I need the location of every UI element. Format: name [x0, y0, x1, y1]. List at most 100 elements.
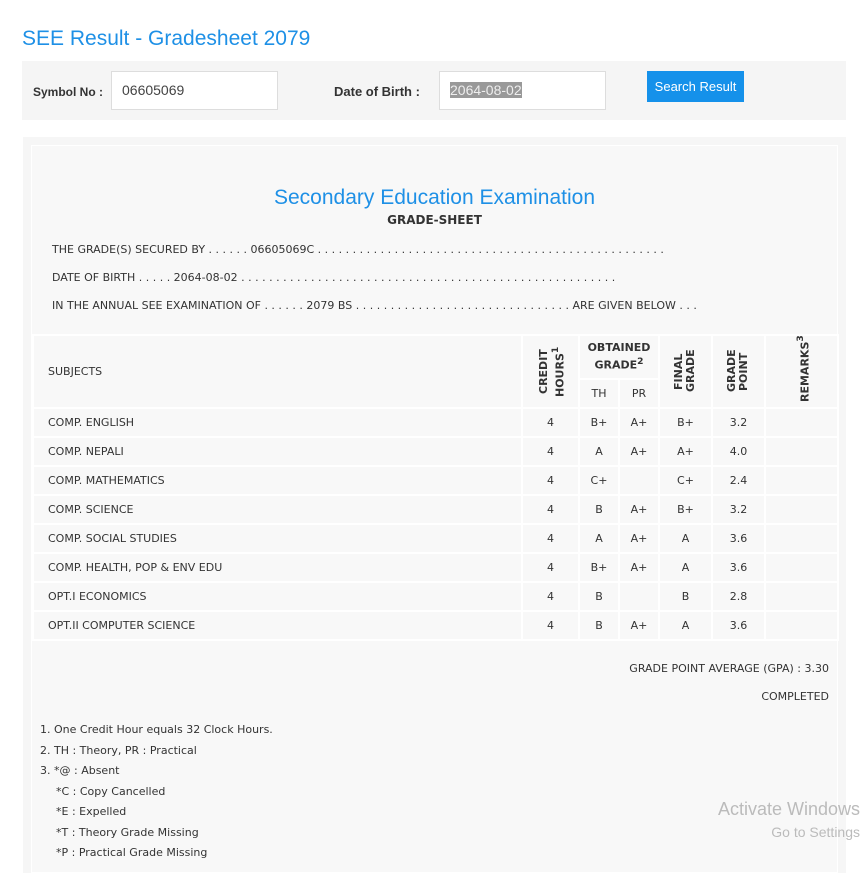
- cell-pr: A+: [618, 407, 660, 438]
- footnote: 2. TH : Theory, PR : Practical: [40, 743, 197, 757]
- header-credit: CREDIT HOURS1: [521, 334, 580, 409]
- activation-watermark-sub: Go to Settings: [771, 824, 860, 840]
- footnote: 1. One Credit Hour equals 32 Clock Hours…: [40, 723, 273, 736]
- cell-subject: OPT.II COMPUTER SCIENCE: [32, 610, 523, 641]
- dob-input[interactable]: 2064-08-02: [439, 71, 606, 110]
- cell-credit: 4: [521, 552, 580, 583]
- footnote: 3. *@ : Absent: [40, 764, 120, 777]
- footnote: *C : Copy Cancelled: [56, 784, 166, 798]
- cell-credit: 4: [521, 436, 580, 467]
- cell-remarks: [764, 465, 839, 496]
- header-final: FINAL GRADE: [658, 334, 713, 409]
- cell-final: C+: [658, 465, 713, 496]
- cell-credit: 4: [521, 494, 580, 525]
- cell-pr: [618, 581, 660, 612]
- cell-gp: 2.4: [711, 465, 766, 496]
- cell-subject: COMP. HEALTH, POP & ENV EDU: [32, 552, 523, 583]
- cell-remarks: [764, 436, 839, 467]
- cell-th: A: [578, 436, 620, 467]
- footnote: *T : Theory Grade Missing: [56, 825, 199, 839]
- cell-subject: COMP. NEPALI: [32, 436, 523, 467]
- dob-line: DATE OF BIRTH . . . . . 2064-08-02 . . .…: [52, 271, 616, 284]
- footnotes: 1. One Credit Hour equals 32 Clock Hours…: [40, 720, 273, 864]
- header-subjects: SUBJECTS: [32, 334, 523, 409]
- cell-th: B: [578, 581, 620, 612]
- cell-subject: COMP. SCIENCE: [32, 494, 523, 525]
- table-row: COMP. NEPALI 4 A A+ A+ 4.0: [32, 436, 839, 467]
- cell-credit: 4: [521, 610, 580, 641]
- cell-gp: 3.2: [711, 494, 766, 525]
- table-row: OPT.II COMPUTER SCIENCE 4 B A+ A 3.6: [32, 610, 839, 641]
- header-point: GRADE POINT: [711, 334, 766, 409]
- header-remarks: REMARKS3: [764, 334, 839, 409]
- cell-remarks: [764, 407, 839, 438]
- cell-remarks: [764, 610, 839, 641]
- cell-gp: 3.6: [711, 523, 766, 554]
- header-obtained: OBTAINED GRADE2: [578, 334, 660, 380]
- cell-gp: 2.8: [711, 581, 766, 612]
- cell-final: A: [658, 552, 713, 583]
- cell-th: B: [578, 494, 620, 525]
- cell-final: A: [658, 523, 713, 554]
- cell-gp: 3.6: [711, 610, 766, 641]
- table-row: OPT.I ECONOMICS 4 B B 2.8: [32, 581, 839, 612]
- cell-pr: A+: [618, 523, 660, 554]
- cell-th: B: [578, 610, 620, 641]
- cell-subject: COMP. MATHEMATICS: [32, 465, 523, 496]
- cell-credit: 4: [521, 407, 580, 438]
- cell-final: B+: [658, 494, 713, 525]
- cell-credit: 4: [521, 581, 580, 612]
- table-row: COMP. ENGLISH 4 B+ A+ B+ 3.2: [32, 407, 839, 438]
- table-row: COMP. HEALTH, POP & ENV EDU 4 B+ A+ A 3.6: [32, 552, 839, 583]
- cell-gp: 3.2: [711, 407, 766, 438]
- cell-pr: A+: [618, 610, 660, 641]
- footnote: *E : Expelled: [56, 805, 127, 818]
- cell-pr: A+: [618, 494, 660, 525]
- cell-subject: COMP. SOCIAL STUDIES: [32, 523, 523, 554]
- exam-heading: Secondary Education Examination: [273, 186, 596, 209]
- table-row: COMP. MATHEMATICS 4 C+ C+ 2.4: [32, 465, 839, 496]
- cell-final: B: [658, 581, 713, 612]
- cell-remarks: [764, 552, 839, 583]
- cell-th: A: [578, 523, 620, 554]
- cell-th: B+: [578, 407, 620, 438]
- dob-label: Date of Birth :: [334, 84, 420, 99]
- cell-pr: A+: [618, 436, 660, 467]
- page-title: SEE Result - Gradesheet 2079: [22, 27, 311, 50]
- cell-pr: A+: [618, 552, 660, 583]
- search-result-button[interactable]: Search Result: [647, 71, 744, 102]
- result-status: COMPLETED: [761, 690, 829, 703]
- gradesheet: Secondary Education Examination GRADE-SH…: [23, 137, 846, 873]
- cell-remarks: [764, 523, 839, 554]
- exam-line: IN THE ANNUAL SEE EXAMINATION OF . . . .…: [52, 299, 697, 312]
- cell-subject: COMP. ENGLISH: [32, 407, 523, 438]
- cell-pr: [618, 465, 660, 496]
- symbol-input[interactable]: 06605069: [111, 71, 278, 110]
- cell-subject: OPT.I ECONOMICS: [32, 581, 523, 612]
- secured-by-line: THE GRADE(S) SECURED BY . . . . . . 0660…: [52, 243, 664, 256]
- table-row: COMP. SOCIAL STUDIES 4 A A+ A 3.6: [32, 523, 839, 554]
- cell-th: C+: [578, 465, 620, 496]
- header-pr: PR: [618, 378, 660, 409]
- footnote: *P : Practical Grade Missing: [56, 846, 208, 859]
- symbol-value: 06605069: [122, 82, 185, 98]
- symbol-label: Symbol No :: [33, 85, 104, 99]
- search-form: Symbol No : 06605069 Date of Birth : 206…: [22, 61, 846, 120]
- table-row: COMP. SCIENCE 4 B A+ B+ 3.2: [32, 494, 839, 525]
- cell-gp: 3.6: [711, 552, 766, 583]
- cell-remarks: [764, 494, 839, 525]
- cell-remarks: [764, 581, 839, 612]
- gradesheet-heading: GRADE-SHEET: [387, 213, 482, 227]
- gpa: GRADE POINT AVERAGE (GPA) : 3.30: [629, 662, 829, 675]
- cell-credit: 4: [521, 523, 580, 554]
- activation-watermark: Activate Windows: [717, 799, 860, 819]
- cell-gp: 4.0: [711, 436, 766, 467]
- header-th: TH: [578, 378, 620, 409]
- cell-final: B+: [658, 407, 713, 438]
- cell-credit: 4: [521, 465, 580, 496]
- cell-th: B+: [578, 552, 620, 583]
- grades-table: SUBJECTS CREDIT HOURS1 OBTAINED GRADE2 F…: [32, 334, 839, 641]
- dob-value: 2064-08-02: [450, 82, 522, 98]
- cell-final: A: [658, 610, 713, 641]
- cell-final: A+: [658, 436, 713, 467]
